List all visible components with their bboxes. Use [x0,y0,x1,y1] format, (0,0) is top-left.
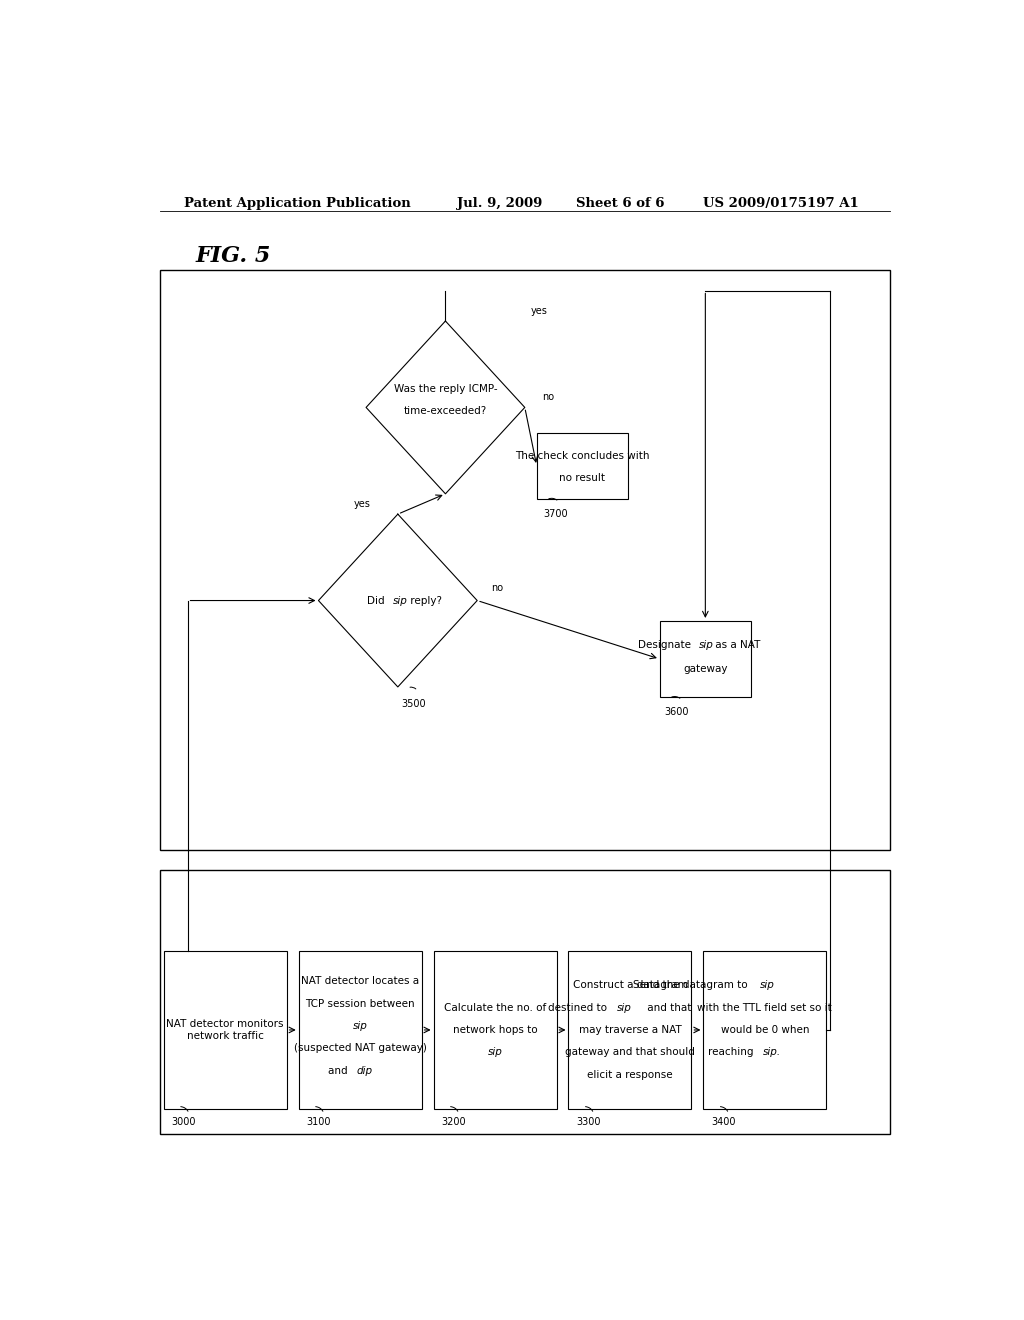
Text: may traverse a NAT: may traverse a NAT [579,1024,681,1035]
Text: gateway: gateway [683,664,728,675]
Text: sip: sip [352,1020,368,1031]
Text: yes: yes [530,306,548,315]
FancyBboxPatch shape [568,952,691,1109]
Text: sip: sip [699,640,714,649]
Text: elicit a response: elicit a response [587,1069,673,1080]
Text: NAT detector monitors
network traffic: NAT detector monitors network traffic [167,1019,284,1040]
Text: sip.: sip. [763,1047,781,1057]
Text: dip: dip [357,1065,373,1076]
Text: no result: no result [559,473,605,483]
Text: Send the datagram to: Send the datagram to [633,981,751,990]
Text: NAT detector locates a: NAT detector locates a [301,977,419,986]
FancyBboxPatch shape [299,952,422,1109]
Text: FIG. 5: FIG. 5 [196,244,270,267]
Text: US 2009/0175197 A1: US 2009/0175197 A1 [703,197,859,210]
Text: Patent Application Publication: Patent Application Publication [183,197,411,210]
FancyBboxPatch shape [160,271,890,850]
Text: reply?: reply? [408,595,442,606]
Text: 3700: 3700 [543,510,567,519]
Text: Was the reply ICMP-: Was the reply ICMP- [393,384,498,395]
Text: would be 0 when: would be 0 when [721,1024,809,1035]
Text: time-exceeded?: time-exceeded? [403,407,487,417]
FancyBboxPatch shape [433,952,557,1109]
Text: 3200: 3200 [441,1117,466,1127]
Text: sip: sip [760,981,775,990]
FancyBboxPatch shape [659,620,751,697]
Text: with the TTL field set so it: with the TTL field set so it [697,1003,833,1012]
FancyBboxPatch shape [537,433,628,499]
Text: TCP session between: TCP session between [305,998,415,1008]
FancyBboxPatch shape [703,952,826,1109]
Text: 3100: 3100 [306,1117,331,1127]
Text: yes: yes [353,499,371,510]
Text: 3400: 3400 [712,1117,736,1127]
Text: 3500: 3500 [401,700,426,709]
Text: (suspected NAT gateway): (suspected NAT gateway) [294,1043,427,1053]
Text: Sheet 6 of 6: Sheet 6 of 6 [577,197,665,210]
Text: 3000: 3000 [172,1117,197,1127]
Text: 3300: 3300 [577,1117,601,1127]
Text: Designate: Designate [638,640,694,649]
Text: sip: sip [617,1003,632,1012]
Text: and: and [328,1065,350,1076]
Text: sip: sip [393,595,408,606]
Text: 3600: 3600 [665,708,689,717]
FancyBboxPatch shape [164,952,287,1109]
Text: Calculate the no. of: Calculate the no. of [444,1003,546,1012]
FancyBboxPatch shape [160,870,890,1134]
Text: and that: and that [644,1003,691,1012]
Text: gateway and that should: gateway and that should [565,1047,695,1057]
Text: no: no [543,392,555,403]
Text: Construct a datagram: Construct a datagram [572,981,687,990]
Text: destined to: destined to [548,1003,610,1012]
Text: reaching: reaching [709,1047,757,1057]
Text: network hops to: network hops to [453,1024,538,1035]
Text: Did: Did [368,595,388,606]
Text: sip: sip [487,1047,503,1057]
Text: The check concludes with: The check concludes with [515,450,649,461]
Text: no: no [490,583,503,593]
Text: Jul. 9, 2009: Jul. 9, 2009 [458,197,543,210]
Text: as a NAT: as a NAT [712,640,760,649]
